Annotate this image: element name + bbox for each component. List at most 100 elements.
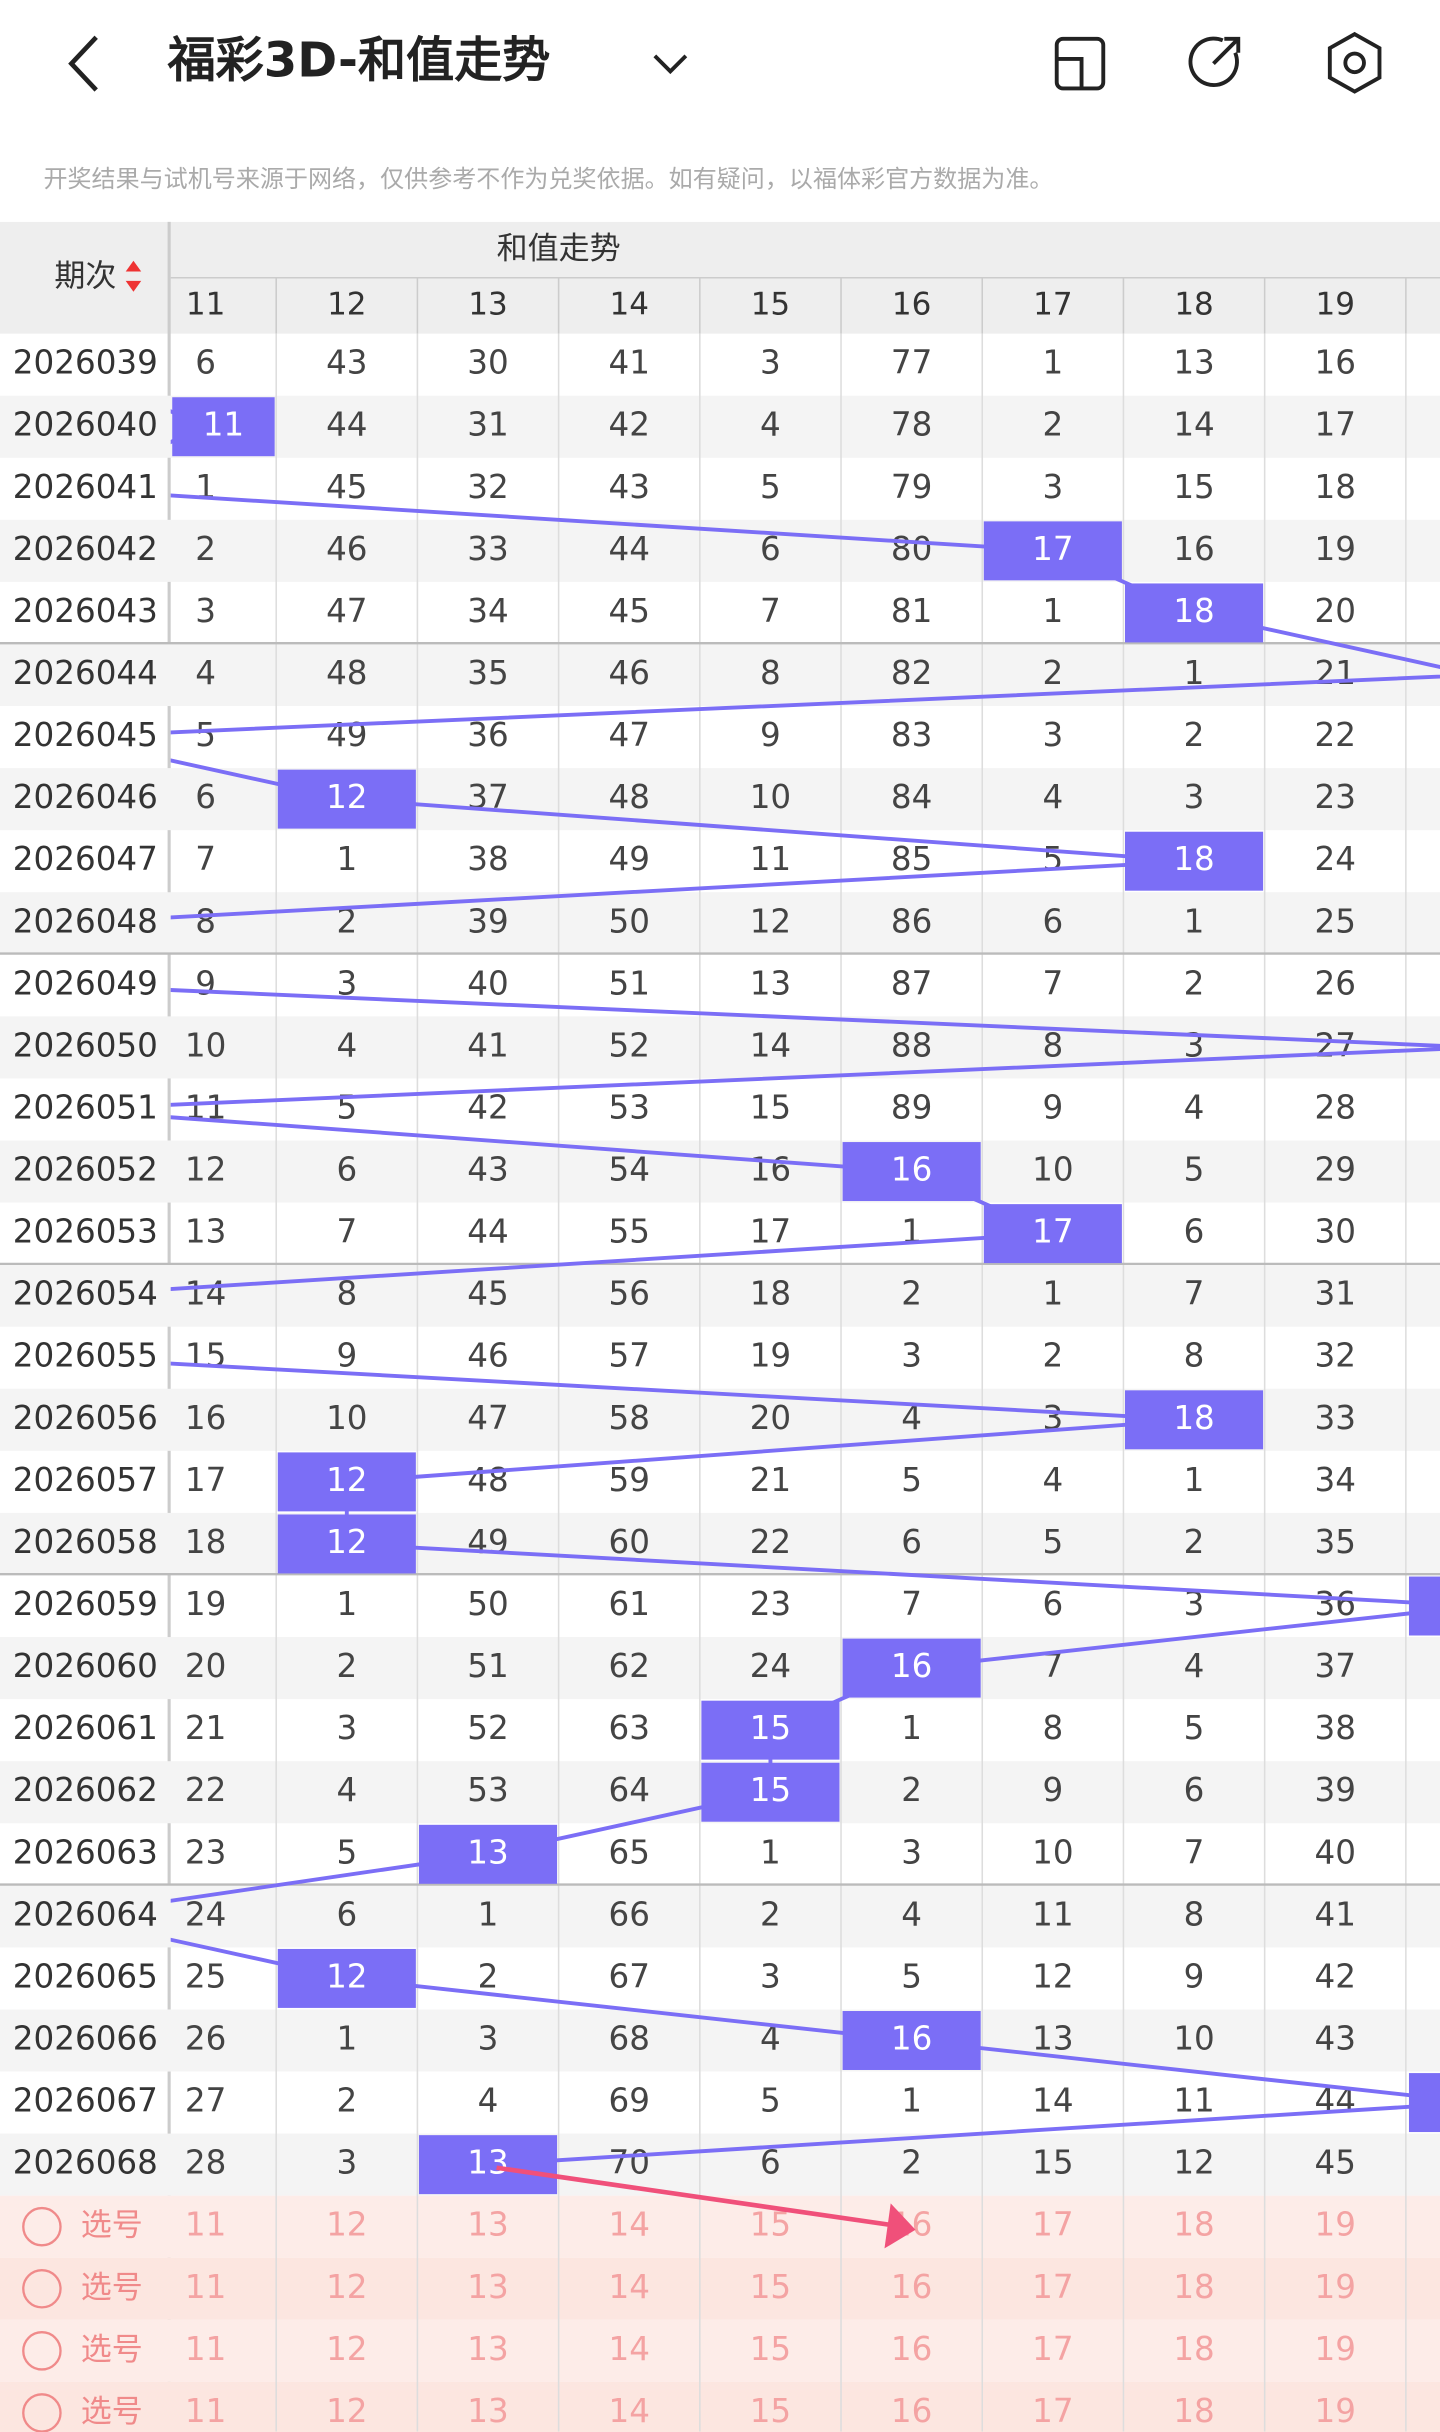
cell: 41 xyxy=(608,344,649,382)
cell: 46 xyxy=(608,654,649,692)
hit-value: 13 xyxy=(467,2144,508,2182)
pick-number[interactable]: 11 xyxy=(185,2206,226,2244)
cell: 13 xyxy=(750,964,791,1002)
hit-cell xyxy=(983,1204,1122,1264)
period: 2026044 xyxy=(13,654,158,692)
settings-icon xyxy=(1343,51,1366,75)
cell: 9 xyxy=(1184,1957,1205,1995)
cell: 5 xyxy=(195,716,216,754)
cell: 6 xyxy=(1042,1585,1063,1623)
cell: 28 xyxy=(1315,1088,1356,1126)
pick-number[interactable]: 15 xyxy=(750,2268,791,2306)
pick-label: 选号 xyxy=(81,2394,143,2430)
period: 2026045 xyxy=(13,716,158,754)
cell: 45 xyxy=(608,592,649,630)
cell: 51 xyxy=(608,964,649,1002)
pick-number[interactable]: 18 xyxy=(1173,2392,1214,2430)
pick-number[interactable]: 13 xyxy=(467,2330,508,2368)
cell: 4 xyxy=(1184,1088,1205,1126)
pick-number[interactable]: 14 xyxy=(608,2330,649,2368)
pick-radio[interactable] xyxy=(22,2268,62,2309)
cell: 89 xyxy=(891,1088,932,1126)
pick-number[interactable]: 12 xyxy=(326,2392,367,2430)
cell: 18 xyxy=(1315,468,1356,506)
cell: 48 xyxy=(467,1461,508,1499)
pick-number[interactable]: 14 xyxy=(608,2392,649,2430)
pick-number[interactable]: 19 xyxy=(1315,2268,1356,2306)
cell: 45 xyxy=(1315,2144,1356,2182)
pick-number[interactable]: 13 xyxy=(467,2268,508,2306)
pick-number[interactable]: 17 xyxy=(1032,2206,1073,2244)
sort-up[interactable] xyxy=(125,260,142,272)
hit-cell xyxy=(277,1452,416,1512)
cell: 3 xyxy=(1042,1399,1063,1437)
cell: 43 xyxy=(608,468,649,506)
cell: 49 xyxy=(608,840,649,878)
cell: 1 xyxy=(1042,1275,1063,1313)
pick-number[interactable]: 15 xyxy=(750,2206,791,2244)
pick-number[interactable]: 18 xyxy=(1173,2268,1214,2306)
cell: 1 xyxy=(478,1895,499,1933)
cell: 2 xyxy=(336,902,357,940)
cell: 78 xyxy=(891,406,932,444)
cell: 5 xyxy=(1042,840,1063,878)
period: 2026051 xyxy=(13,1088,158,1126)
pick-number[interactable]: 12 xyxy=(326,2330,367,2368)
pick-number[interactable]: 12 xyxy=(326,2206,367,2244)
sort-down[interactable] xyxy=(125,280,142,292)
period: 2026066 xyxy=(13,2020,158,2058)
pick-number[interactable]: 11 xyxy=(185,2268,226,2306)
hit-cell xyxy=(842,1638,981,1698)
cell: 12 xyxy=(750,902,791,940)
share-button[interactable] xyxy=(1188,36,1241,87)
pick-number[interactable]: 14 xyxy=(608,2206,649,2244)
hit-cell xyxy=(277,1514,416,1574)
back-button[interactable] xyxy=(68,35,98,92)
pick-number[interactable]: 17 xyxy=(1032,2392,1073,2430)
cell: 8 xyxy=(1042,1709,1063,1747)
hit-value: 12 xyxy=(326,1461,367,1499)
pick-number[interactable]: 19 xyxy=(1315,2330,1356,2368)
settings-button[interactable] xyxy=(1327,31,1382,94)
pick-number[interactable]: 19 xyxy=(1315,2392,1356,2430)
pick-number[interactable]: 13 xyxy=(467,2206,508,2244)
cell: 6 xyxy=(195,344,216,382)
cell: 9 xyxy=(760,716,781,754)
pick-number[interactable]: 14 xyxy=(608,2268,649,2306)
pick-number[interactable]: 11 xyxy=(185,2392,226,2430)
pick-number[interactable]: 16 xyxy=(891,2330,932,2368)
period: 2026055 xyxy=(13,1337,158,1375)
hit-value: 15 xyxy=(750,1709,791,1747)
pick-number[interactable]: 16 xyxy=(891,2268,932,2306)
hit-cell-offscreen xyxy=(1408,1576,1440,1636)
period: 2026052 xyxy=(13,1151,158,1189)
cell: 1 xyxy=(1042,344,1063,382)
cell: 7 xyxy=(760,592,781,630)
pick-radio[interactable] xyxy=(22,2331,62,2371)
pick-number[interactable]: 18 xyxy=(1173,2206,1214,2244)
pick-number[interactable]: 11 xyxy=(185,2330,226,2368)
dropdown[interactable] xyxy=(653,54,688,75)
pick-number[interactable]: 19 xyxy=(1315,2206,1356,2244)
pick-number[interactable]: 13 xyxy=(467,2392,508,2430)
pick-radio[interactable] xyxy=(22,2206,62,2247)
cell: 19 xyxy=(750,1337,791,1375)
pick-number[interactable]: 15 xyxy=(750,2392,791,2430)
pick-number[interactable]: 18 xyxy=(1173,2330,1214,2368)
cell: 21 xyxy=(185,1709,226,1747)
pick-number[interactable]: 16 xyxy=(891,2392,932,2430)
period: 2026063 xyxy=(13,1833,158,1871)
cell: 2 xyxy=(336,1647,357,1685)
cell: 3 xyxy=(760,344,781,382)
cell: 15 xyxy=(1173,468,1214,506)
pick-number[interactable]: 12 xyxy=(326,2268,367,2306)
period: 2026043 xyxy=(13,592,158,630)
pick-number[interactable]: 17 xyxy=(1032,2268,1073,2306)
cell: 47 xyxy=(608,716,649,754)
cell: 2 xyxy=(901,1771,922,1809)
pick-number[interactable]: 15 xyxy=(750,2330,791,2368)
column-header: 17 xyxy=(1033,287,1072,323)
pick-number[interactable]: 17 xyxy=(1032,2330,1073,2368)
cell: 53 xyxy=(467,1771,508,1809)
hit-value: 18 xyxy=(1173,840,1214,878)
